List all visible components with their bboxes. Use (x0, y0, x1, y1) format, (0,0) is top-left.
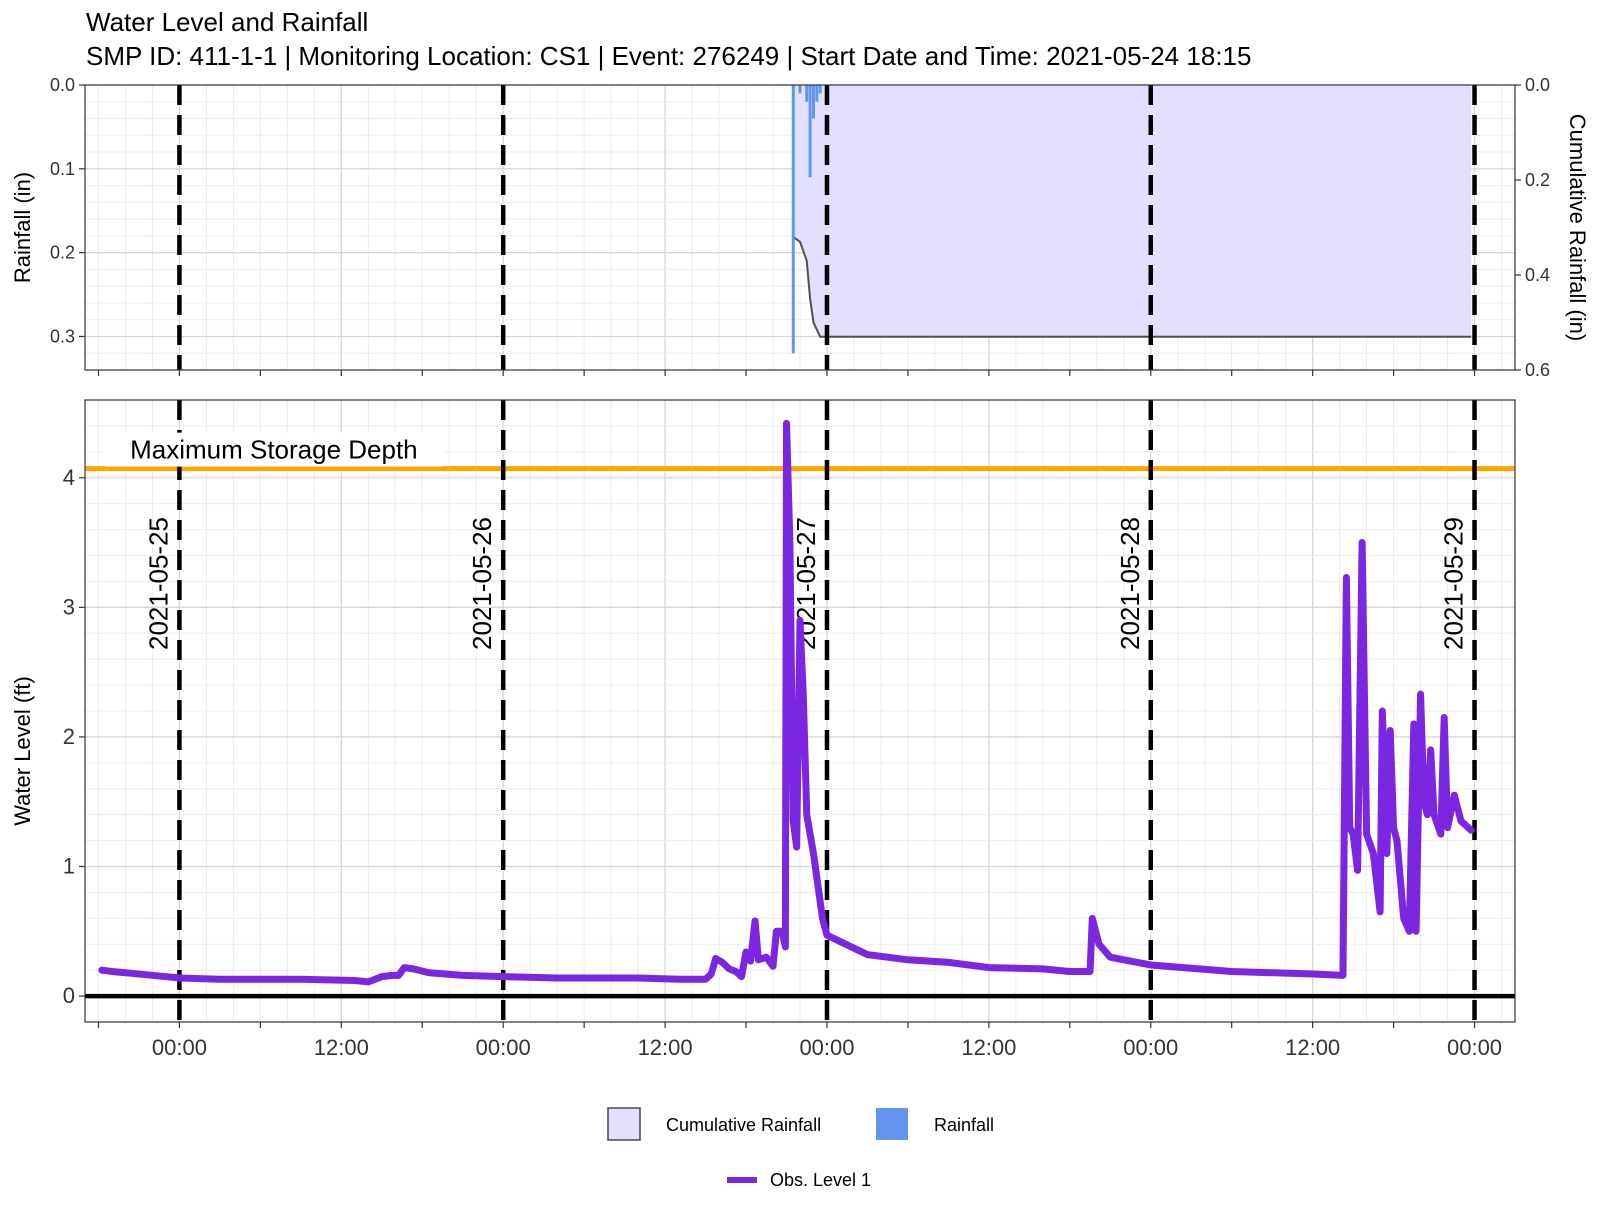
y-tick-label: 3 (63, 594, 75, 619)
rainfall-panel-border (84, 84, 1516, 371)
legend: Cumulative Rainfall Rainfall Obs. Level 1 (607, 1107, 994, 1190)
y-tick-label: 1 (63, 854, 75, 879)
water-level-panel: 2021-05-25 2021-05-26 2021-05-27 2021-05-28… (10, 399, 1516, 1060)
rainfall-panel: 0.00.10.20.3 0.00.20.40.6 Rainfall (in) … (10, 75, 1590, 380)
rainfall-bar (791, 85, 795, 354)
y-tick-label: 0 (63, 983, 75, 1008)
water-level-day-lines (177, 400, 1477, 1022)
day-marker-label: 2021-05-28 (1115, 517, 1145, 650)
rainfall-bar (798, 85, 802, 94)
x-tick-label: 00:00 (152, 1035, 207, 1060)
y2-tick-label: 0.2 (1525, 170, 1550, 190)
day-marker-label: 2021-05-29 (1439, 517, 1469, 650)
y2-tick-label: 0.6 (1525, 360, 1550, 380)
legend-label: Cumulative Rainfall (666, 1115, 821, 1135)
water-level-grid (85, 400, 1515, 1023)
day-marker-label: 2021-05-26 (467, 517, 497, 650)
time-x-axis: 00:00 12:00 00:00 12:00 00:00 12:00 00:00 12:00… (97, 1022, 1502, 1060)
y2-tick-label: 0.4 (1525, 265, 1550, 285)
x-tick-label: 12:00 (638, 1035, 693, 1060)
x-tick-label: 12:00 (1285, 1035, 1340, 1060)
day-marker-labels: 2021-05-25 2021-05-26 2021-05-27 2021-05-28… (143, 517, 1468, 650)
y-tick-label: 0.0 (50, 75, 75, 95)
day-marker-label: 2021-05-27 (791, 517, 821, 650)
rainfall-bar (818, 85, 822, 94)
water-level-y-axis: 0 1 2 3 4 (63, 465, 85, 1008)
cumulative-rainfall-layer (792, 85, 1472, 338)
cumulative-rainfall-area (793, 85, 1472, 337)
cumulative-rainfall-y-axis: 0.0 0.2 0.4 0.6 (1515, 75, 1550, 380)
y-tick-label: 0.1 (50, 159, 75, 179)
legend-label: Rainfall (934, 1115, 994, 1135)
x-tick-label: 00:00 (1447, 1035, 1502, 1060)
water-level-reference-lines (85, 466, 1515, 999)
rainfall-x-ticks (97, 370, 1476, 376)
day-marker-label: 2021-05-25 (143, 517, 173, 650)
water-level-line (98, 419, 1475, 986)
x-tick-label: 00:00 (476, 1035, 531, 1060)
y-tick-label: 0.2 (50, 243, 75, 263)
rainfall-bar (805, 85, 809, 102)
rainfall-day-lines (177, 85, 1477, 370)
legend-swatch (876, 1108, 908, 1140)
y-tick-label: 4 (63, 465, 75, 490)
rainfall-y-axis: 0.0 0.1 0.2 0.3 (50, 75, 85, 346)
x-tick-label: 12:00 (961, 1035, 1016, 1060)
reference-line-labels: Maximum Storage Depth (103, 432, 444, 467)
legend-swatch (607, 1107, 641, 1141)
x-tick-label: 00:00 (1123, 1035, 1178, 1060)
x-tick-label: 00:00 (799, 1035, 854, 1060)
water-level-series (98, 419, 1475, 986)
rainfall-bars (791, 85, 822, 354)
rainfall-bar (811, 85, 815, 119)
y-tick-label: 0.3 (50, 326, 75, 346)
rainfall-bar (808, 85, 812, 178)
x-tick-label: 12:00 (314, 1035, 369, 1060)
cumulative-rainfall-y-axis-title: Cumulative Rainfall (in) (1565, 114, 1590, 341)
rainfall-bar (815, 85, 819, 102)
rainfall-y-axis-title: Rainfall (in) (10, 172, 35, 283)
water-level-y-axis-title: Water Level (ft) (10, 676, 35, 826)
chart-subtitle: SMP ID: 411-1-1 | Monitoring Location: C… (86, 41, 1251, 71)
legend-label: Obs. Level 1 (770, 1170, 871, 1190)
water-level-panel-border (84, 399, 1516, 1023)
chart-title: Water Level and Rainfall (86, 7, 368, 37)
y2-tick-label: 0.0 (1525, 75, 1550, 95)
max-storage-depth-label: Maximum Storage Depth (130, 435, 418, 465)
y-tick-label: 2 (63, 724, 75, 749)
reference-label-background (103, 432, 444, 467)
